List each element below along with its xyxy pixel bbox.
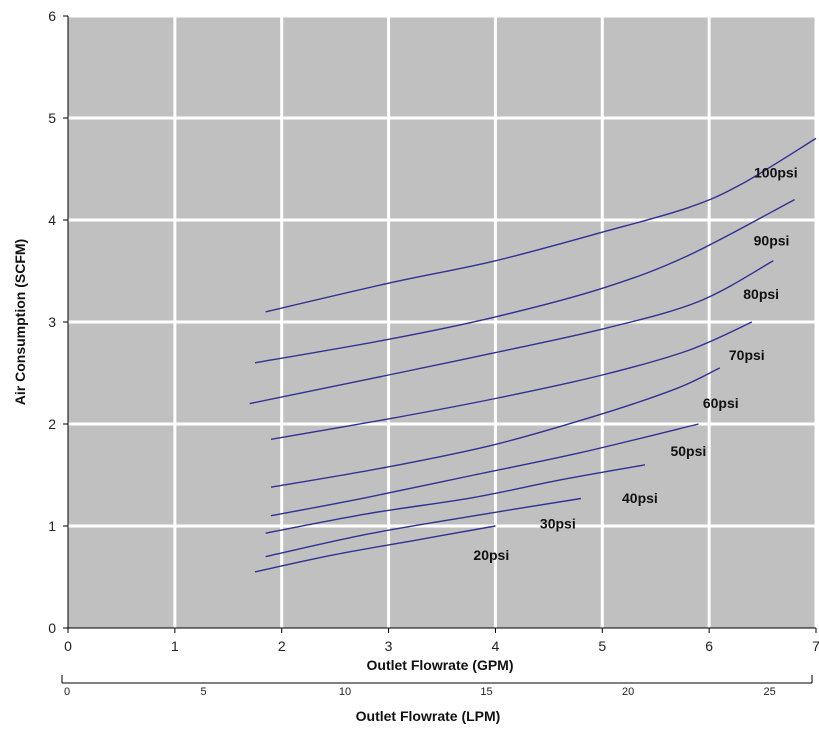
series-label-30psi: 30psi: [540, 515, 576, 531]
y-axis-title: Air Consumption (SCFM): [12, 239, 28, 405]
y-tick-label: 0: [48, 620, 56, 636]
x-tick-label: 2: [278, 638, 286, 654]
x-axis-title: Outlet Flowrate (GPM): [367, 657, 514, 673]
series-label-80psi: 80psi: [743, 286, 779, 302]
secondary-tick-label: 25: [763, 686, 775, 698]
series-label-100psi: 100psi: [754, 164, 798, 180]
secondary-tick-label: 20: [622, 686, 634, 698]
x-tick-label: 0: [64, 638, 72, 654]
series-line-30psi: [265, 497, 582, 558]
x-tick-label: 7: [812, 638, 819, 654]
series-line-60psi: [270, 367, 721, 488]
x-tick-label: 4: [492, 638, 500, 654]
x-tick-label: 6: [705, 638, 713, 654]
x-tick-label: 5: [598, 638, 606, 654]
series-line-50psi: [270, 423, 699, 517]
y-tick-label: 3: [48, 314, 56, 330]
series-label-70psi: 70psi: [729, 347, 765, 363]
y-tick-label: 2: [48, 416, 56, 432]
series-label-90psi: 90psi: [754, 233, 790, 249]
grid-lines: [68, 14, 818, 628]
series-line-20psi: [254, 525, 496, 573]
x-ticks: 0 1 2 3 4 5 6 7: [64, 628, 819, 654]
x-tick-label: 1: [171, 638, 179, 654]
series-line-70psi: [270, 321, 753, 440]
series-line-40psi: [265, 464, 646, 534]
y-tick-label: 6: [48, 8, 56, 24]
secondary-tick-label: 5: [200, 686, 206, 698]
y-ticks: 0 1 2 3 4 5 6: [48, 8, 68, 636]
series-lines: [249, 137, 817, 573]
y-tick-label: 5: [48, 110, 56, 126]
series-label-50psi: 50psi: [670, 443, 706, 459]
y-tick-label: 1: [48, 518, 56, 534]
series-line-90psi: [254, 198, 795, 364]
series-labels: 20psi 30psi 40psi 50psi 60psi 70psi 80psi 90psi…: [473, 164, 797, 563]
series-line-80psi: [249, 260, 774, 405]
series-label-20psi: 20psi: [473, 547, 509, 563]
secondary-x-axis: 0 5 10 15 20 25: [61, 675, 813, 698]
series-label-60psi: 60psi: [703, 395, 739, 411]
secondary-tick-label: 15: [480, 686, 492, 698]
x-tick-label: 3: [385, 638, 393, 654]
secondary-tick-label: 0: [64, 686, 70, 698]
y-tick-label: 4: [48, 212, 56, 228]
series-label-40psi: 40psi: [622, 490, 658, 506]
secondary-tick-label: 10: [339, 686, 351, 698]
series-line-100psi: [265, 137, 817, 313]
secondary-x-axis-title: Outlet Flowrate (LPM): [356, 708, 501, 724]
